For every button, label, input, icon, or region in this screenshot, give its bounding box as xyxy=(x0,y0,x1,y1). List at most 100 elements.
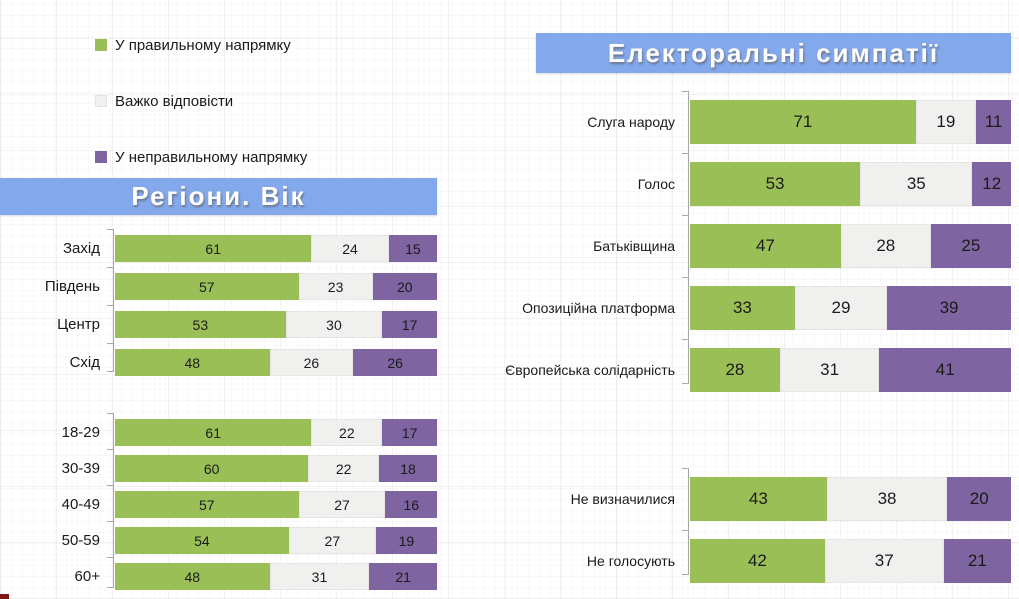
bar-segment-positive: 57 xyxy=(115,491,299,518)
bar-row: Батьківщина 47 28 25 xyxy=(498,215,1011,268)
bar-track: 48 31 21 xyxy=(115,563,437,590)
bar-segment-negative: 15 xyxy=(388,235,437,262)
bar-row: Південь 57 23 20 xyxy=(0,267,438,300)
bar-segment-neutral: 37 xyxy=(824,539,944,583)
bar-track: 42 37 21 xyxy=(690,539,1011,583)
category-label: 40-49 xyxy=(61,496,100,513)
bar-segment-negative: 12 xyxy=(972,162,1011,206)
bar-segment-negative: 26 xyxy=(353,349,437,376)
bar-track: 28 31 41 xyxy=(690,348,1011,392)
bar-segment-neutral: 31 xyxy=(269,563,370,590)
bar-segment-negative: 16 xyxy=(385,491,437,518)
bar-group: Захід 61 24 15 Південь 57 23 20 Центр 53 30 17 Схід 4… xyxy=(0,229,438,376)
bar-track: 43 38 20 xyxy=(690,477,1011,521)
bar-segment-neutral: 22 xyxy=(308,455,380,482)
bar-segment-positive: 57 xyxy=(115,273,299,300)
bar-segment-neutral: 27 xyxy=(298,491,386,518)
bar-segment-negative: 25 xyxy=(930,224,1011,268)
legend: У правильному напрямку Важко відповісти … xyxy=(95,36,307,204)
bar-segment-neutral: 27 xyxy=(288,527,376,554)
bar-segment-positive: 48 xyxy=(115,349,270,376)
bar-row: Опозиційна платформа 33 29 39 xyxy=(498,277,1011,330)
bar-segment-neutral: 19 xyxy=(915,100,977,144)
category-label: Європейська солідарність xyxy=(505,362,675,378)
bar-segment-neutral: 24 xyxy=(311,235,389,262)
bar-row: Не голосують 42 37 21 xyxy=(498,530,1011,583)
bar-segment-positive: 43 xyxy=(690,477,827,521)
bar-row: 40-49 57 27 16 xyxy=(0,485,437,518)
bar-segment-positive: 48 xyxy=(115,563,270,590)
bar-segment-positive: 71 xyxy=(690,100,916,144)
legend-label: У неправильному напрямку xyxy=(115,148,308,166)
neutral-swatch-icon xyxy=(95,95,107,107)
bar-segment-negative: 18 xyxy=(379,455,437,482)
chart-electoral-sympathies: Слуга народу 71 19 11 Голос 53 35 12 Батьківщина… xyxy=(498,91,1011,599)
bar-segment-positive: 61 xyxy=(115,235,312,262)
bar-segment-negative: 17 xyxy=(382,311,437,338)
bar-segment-positive: 42 xyxy=(690,539,825,583)
bar-segment-positive: 54 xyxy=(115,527,289,554)
bar-track: 53 35 12 xyxy=(690,162,1011,206)
chart-title: Регіони. Вік xyxy=(131,181,306,211)
category-label: Захід xyxy=(63,240,100,257)
bar-segment-positive: 60 xyxy=(115,455,309,482)
bar-segment-positive: 53 xyxy=(115,311,286,338)
bar-segment-negative: 21 xyxy=(369,563,437,590)
category-label: Голос xyxy=(637,176,675,192)
bar-segment-negative: 39 xyxy=(887,286,1011,330)
bar-row: 60+ 48 31 21 xyxy=(0,557,437,590)
bar-segment-neutral: 22 xyxy=(311,419,383,446)
bar-segment-neutral: 23 xyxy=(298,273,373,300)
category-label: 50-59 xyxy=(61,532,100,549)
bar-track: 33 29 39 xyxy=(690,286,1011,330)
bar-segment-positive: 33 xyxy=(690,286,795,330)
electoral-sympathies-banner: Електоральні симпатії xyxy=(536,33,1011,73)
category-label: Слуга народу xyxy=(587,114,675,130)
bar-track: 57 23 20 xyxy=(115,273,438,300)
bar-segment-negative: 11 xyxy=(976,100,1011,144)
bar-segment-negative: 20 xyxy=(372,273,438,300)
bar-track: 47 28 25 xyxy=(690,224,1011,268)
bar-track: 60 22 18 xyxy=(115,455,437,482)
bar-row: 50-59 54 27 19 xyxy=(0,521,437,554)
legend-label: У правильному напрямку xyxy=(115,36,291,54)
bar-row: Європейська солідарність 28 31 41 xyxy=(498,339,1011,392)
legend-label: Важко відповісти xyxy=(115,92,234,110)
bar-segment-neutral: 28 xyxy=(840,224,931,268)
bar-row: Слуга народу 71 19 11 xyxy=(498,91,1011,144)
bar-row: Не визначилися 43 38 20 xyxy=(498,468,1011,521)
legend-item-neutral: Важко відповісти xyxy=(95,92,307,110)
bar-segment-negative: 19 xyxy=(375,527,437,554)
bar-segment-neutral: 30 xyxy=(285,311,383,338)
bar-segment-neutral: 38 xyxy=(826,477,948,521)
legend-item-positive: У правильному напрямку xyxy=(95,36,307,54)
bar-group: 18-29 61 22 17 30-39 60 22 18 40-49 57 27 16 50-59 54… xyxy=(0,413,437,590)
bar-segment-negative: 17 xyxy=(382,419,437,446)
bar-group: Не визначилися 43 38 20 Не голосують 42 37 21 xyxy=(498,468,1011,583)
bar-segment-positive: 61 xyxy=(115,419,312,446)
category-label: Схід xyxy=(69,354,100,371)
bar-track: 54 27 19 xyxy=(115,527,437,554)
bar-row: Схід 48 26 26 xyxy=(0,343,437,376)
corner-mark xyxy=(0,594,9,599)
category-label: Південь xyxy=(44,278,100,295)
category-label: Центр xyxy=(57,316,100,333)
bar-segment-positive: 47 xyxy=(690,224,841,268)
bar-segment-neutral: 26 xyxy=(269,349,354,376)
category-label: 18-29 xyxy=(61,424,100,441)
bar-row: 18-29 61 22 17 xyxy=(0,413,437,446)
category-label: Батьківщина xyxy=(593,238,675,254)
category-label: Опозиційна платформа xyxy=(522,300,675,316)
category-label: 30-39 xyxy=(61,460,100,477)
negative-swatch-icon xyxy=(95,151,107,163)
chart-title: Електоральні симпатії xyxy=(607,37,940,68)
bar-segment-positive: 28 xyxy=(690,348,780,392)
bar-segment-negative: 41 xyxy=(879,348,1011,392)
category-label: Не визначилися xyxy=(570,491,675,507)
bar-track: 61 24 15 xyxy=(115,235,437,262)
bar-track: 61 22 17 xyxy=(115,419,437,446)
bar-segment-negative: 20 xyxy=(947,477,1011,521)
category-label: Не голосують xyxy=(586,553,675,569)
legend-item-negative: У неправильному напрямку xyxy=(95,148,307,166)
